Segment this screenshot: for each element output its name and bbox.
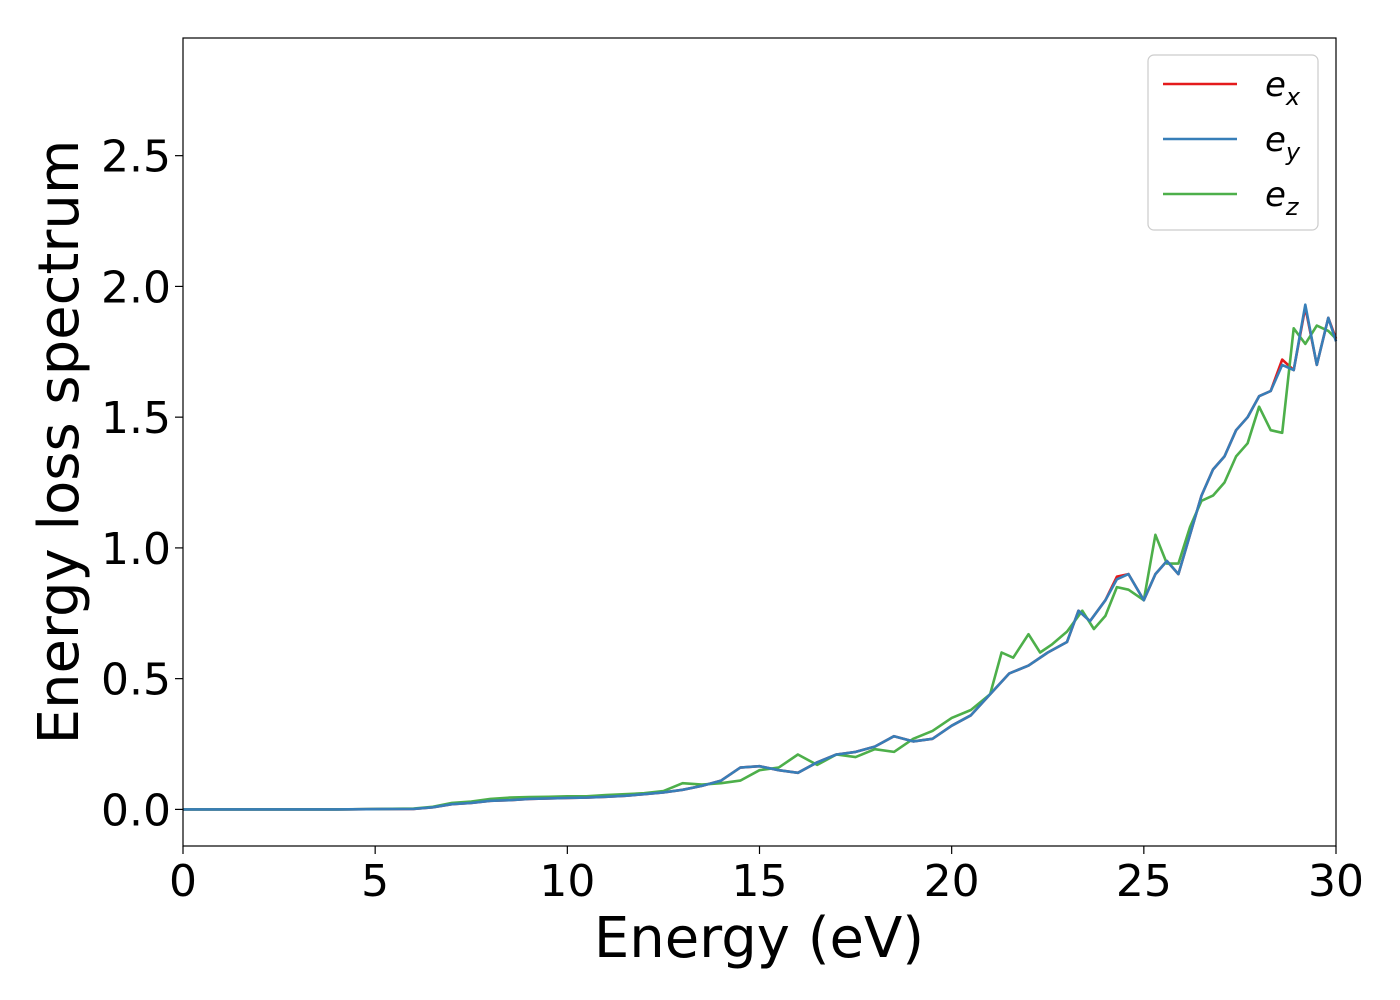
legend-label-subscript: z [1285, 193, 1300, 221]
legend-label-subscript: y [1285, 138, 1301, 166]
legend-label-ex: ex [1265, 65, 1301, 111]
legend-label-base: e [1265, 120, 1286, 160]
x-axis-label: Energy (eV) [594, 906, 924, 971]
y-tick-label: 1.5 [101, 393, 171, 444]
axis-layer: 0 5 10 15 20 25 30 0.0 0.5 1.0 1.5 2.0 2.5 [101, 132, 1364, 907]
x-tick-label: 15 [732, 856, 788, 907]
y-tick-label: 1.0 [101, 524, 171, 575]
series-line-ey [183, 303, 1338, 811]
x-tick-label: 30 [1308, 856, 1364, 907]
x-tick-label: 5 [361, 856, 389, 907]
y-tick-label: 0.5 [101, 655, 171, 706]
x-tick-label: 20 [924, 856, 980, 907]
legend-label-base: e [1265, 65, 1286, 105]
legend-box [1147, 54, 1319, 231]
plot-frame [182, 37, 1337, 847]
legend-label-base: e [1265, 175, 1286, 215]
legend-label-ez: ez [1265, 175, 1300, 221]
legend-label-subscript: x [1285, 83, 1301, 111]
x-tick-label: 10 [539, 856, 595, 907]
y-tick-label: 0.0 [101, 785, 171, 836]
y-tick-label: 2.5 [101, 132, 171, 183]
x-tick-label: 25 [1116, 856, 1172, 907]
y-axis-label: Energy loss spectrum [27, 140, 92, 745]
series-layer [183, 303, 1338, 811]
plot-background [183, 38, 1336, 846]
x-tick-label: 0 [169, 856, 197, 907]
series-line-ez [183, 324, 1337, 811]
y-tick-label: 2.0 [101, 262, 171, 313]
legend-label-ey: ey [1265, 120, 1301, 166]
